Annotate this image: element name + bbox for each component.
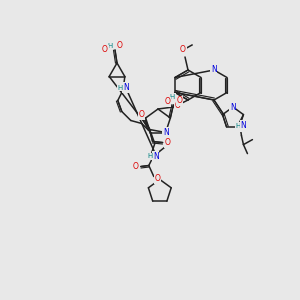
- Text: O: O: [133, 162, 139, 171]
- Text: O: O: [180, 46, 186, 55]
- Text: N: N: [230, 103, 236, 112]
- Text: O: O: [139, 110, 145, 119]
- Text: N: N: [123, 83, 129, 92]
- Text: H: H: [147, 154, 152, 160]
- Text: H: H: [236, 123, 241, 129]
- Text: O: O: [175, 100, 181, 109]
- Text: N: N: [153, 152, 159, 161]
- Text: O: O: [165, 138, 171, 147]
- Text: O: O: [117, 40, 123, 50]
- Text: N: N: [163, 128, 169, 137]
- Text: H: H: [117, 85, 122, 91]
- Text: H: H: [107, 43, 112, 49]
- Text: H: H: [170, 94, 175, 100]
- Text: N: N: [241, 121, 246, 130]
- Text: O: O: [155, 174, 161, 183]
- Text: N: N: [211, 65, 217, 74]
- Text: S: S: [237, 122, 242, 131]
- Text: O: O: [102, 46, 108, 55]
- Text: O: O: [176, 97, 182, 106]
- Text: O: O: [164, 98, 170, 106]
